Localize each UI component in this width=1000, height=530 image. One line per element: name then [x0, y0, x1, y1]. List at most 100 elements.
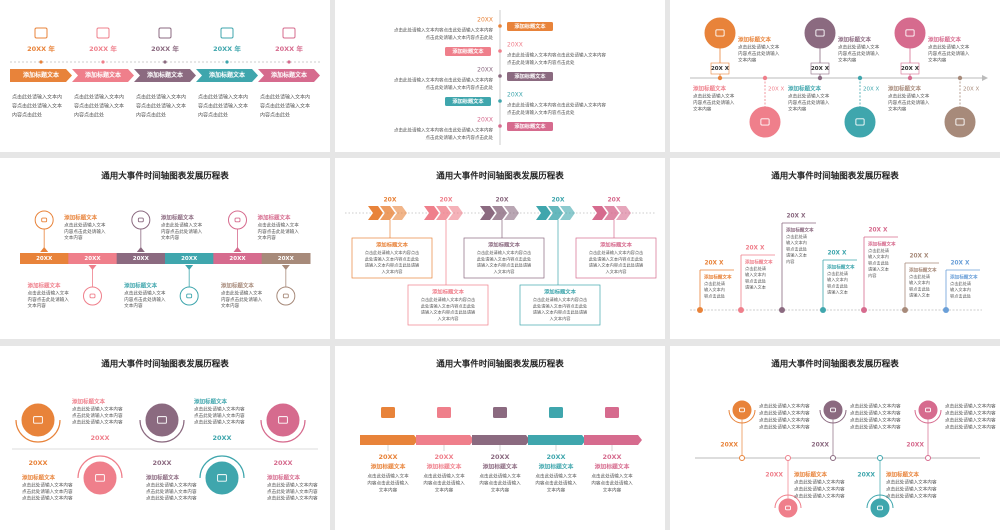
- body-text: 容点击此处请输入文本: [260, 103, 310, 110]
- heading: 添加标题文本: [85, 71, 122, 79]
- date: 20XX 年: [89, 44, 117, 53]
- dot: [225, 60, 229, 64]
- date: 20XX: [378, 453, 397, 461]
- icon-circle: [918, 400, 938, 420]
- heading: 添加标题文本: [432, 288, 464, 296]
- bar-label: 20XX: [36, 256, 53, 262]
- body-text: 点击此处请输入文本内容: [267, 488, 318, 495]
- date: 20X X: [827, 251, 847, 257]
- body-text: 点击此处请输入文本内容: [759, 403, 810, 410]
- date: 20X X: [811, 66, 830, 72]
- slide-background: [0, 158, 330, 339]
- date-box: [810, 62, 830, 75]
- dot: [163, 60, 167, 64]
- ring-arc: [260, 419, 306, 443]
- body-text: 点击此处请输入文本内容点击: [533, 296, 587, 303]
- date: 20X X: [745, 246, 765, 252]
- icon-glyph: [234, 217, 241, 223]
- body-text: 点击此处请输入文本内容点击此处请输入文本内容: [394, 77, 493, 84]
- icon-glyph: [760, 118, 770, 126]
- heading: 添加标题文本: [147, 71, 184, 79]
- slide: 通用大事件时间轴图表发展历程表20XX点击此处请输入文本内容点击此处请输入文本内…: [670, 346, 1000, 530]
- body-text: 点击此处请输入文本内容点击: [477, 249, 531, 256]
- body-text: 此处请输入文本内容点击此处: [421, 302, 476, 309]
- body-text: 入文本内容: [438, 315, 459, 322]
- chevron: [604, 206, 619, 220]
- body-text: 文本内容: [64, 234, 83, 241]
- body-text: 内容点击此处请输入: [28, 296, 70, 303]
- body-text: 点击此处请输入文本内容点击: [589, 249, 643, 256]
- body-text: 点击此处请输入文本内容: [194, 406, 245, 413]
- dot: [739, 455, 745, 461]
- dot: [697, 307, 703, 313]
- body-text: 文本内容: [928, 57, 947, 64]
- body-text: 点击此处请输入文本内容点击此处请输入文本内容: [394, 127, 493, 134]
- chevron: [436, 206, 451, 220]
- body-text: 请输入文本: [786, 252, 808, 259]
- heading: 添加标题文本: [693, 85, 727, 93]
- body-text: 文本内容: [603, 487, 622, 494]
- slide-title: 通用大事件时间轴图表发展历程表: [101, 359, 229, 370]
- date: 20X X: [901, 66, 920, 72]
- body-text: 点击此处请输入文本内容: [759, 424, 810, 431]
- body-text: 内容点击此处请输入: [535, 480, 577, 487]
- heading: 添加标题文本: [928, 36, 962, 44]
- ring-arc: [15, 419, 61, 443]
- icon-glyph: [785, 505, 791, 511]
- icon: [220, 27, 234, 39]
- body-text: 点击此处请输入文本内: [74, 94, 124, 101]
- body-text: 点击此处请输入文本内容: [945, 424, 996, 431]
- body-text: 点击此处请: [827, 270, 848, 277]
- body-text: 内容: [786, 258, 794, 265]
- ring-arc: [199, 455, 245, 479]
- body-text: 请输入文本: [827, 289, 849, 296]
- date-box: [710, 62, 730, 75]
- body-text: 输入文本内: [786, 239, 807, 246]
- heading: 添加标题文本: [124, 282, 158, 290]
- body-text: 请输入文本内容点击此处请输: [365, 262, 420, 269]
- body-text: 内容点击此处: [12, 112, 42, 119]
- heading: 添加标题文本: [23, 71, 60, 79]
- bar-label: 20XX: [84, 256, 101, 262]
- body-text: 内容点击此处请输入: [221, 296, 263, 303]
- body-text: 点击此处请输入文本: [928, 44, 970, 51]
- dot: [925, 455, 931, 461]
- body-text: 点击此处请输入文本内容: [886, 493, 937, 500]
- heading: 添加标题文本: [704, 274, 732, 281]
- body-text: 点击此处请输入文本: [221, 290, 263, 297]
- body-text: 文本内容: [738, 57, 757, 64]
- ring-arc: [774, 494, 802, 509]
- body-text: 点击此处请输入文本内: [12, 94, 62, 101]
- heading: 添加标题文本: [22, 474, 56, 482]
- chevron: [492, 206, 507, 220]
- icon-circle: [804, 17, 836, 49]
- body-text: 内容点击此处: [74, 112, 104, 119]
- icon-glyph: [815, 29, 825, 37]
- date: 20X X: [863, 87, 880, 93]
- icon-circle: [131, 210, 151, 230]
- body-text: 内容点击此处: [260, 112, 290, 119]
- body-text: 容点击此处请输入文本: [198, 103, 248, 110]
- body-text: 点击此处请输入文本: [367, 473, 409, 480]
- body-text: 点击此处请输入文本内: [136, 94, 186, 101]
- body-text: 点击此处请输入文本内容: [794, 479, 845, 486]
- chevron: [134, 69, 196, 82]
- slide-title: 通用大事件时间轴图表发展历程表: [771, 171, 899, 182]
- body-text: 请输入文本: [745, 284, 767, 291]
- body-text: 点击此处请: [786, 233, 807, 240]
- body-text: 请输入文本: [868, 266, 890, 273]
- body-text: 点击此处请输入文本: [693, 93, 735, 100]
- icon-glyph: [157, 416, 167, 424]
- dot: [498, 99, 502, 103]
- body-text: 点击此处请输入文本内容: [850, 403, 901, 410]
- body-text: 内容点击此处请输入: [928, 50, 970, 57]
- bar-label: 20XX: [278, 256, 295, 262]
- pointer: [136, 247, 145, 252]
- body-text: 文本内容: [435, 487, 454, 494]
- icon-glyph: [41, 217, 48, 223]
- bar-segment: [165, 253, 214, 264]
- slide: 通用大事件时间轴图表发展历程表 20XX 20XX 20XX 20XX 20XX 20XX 添…: [0, 158, 330, 339]
